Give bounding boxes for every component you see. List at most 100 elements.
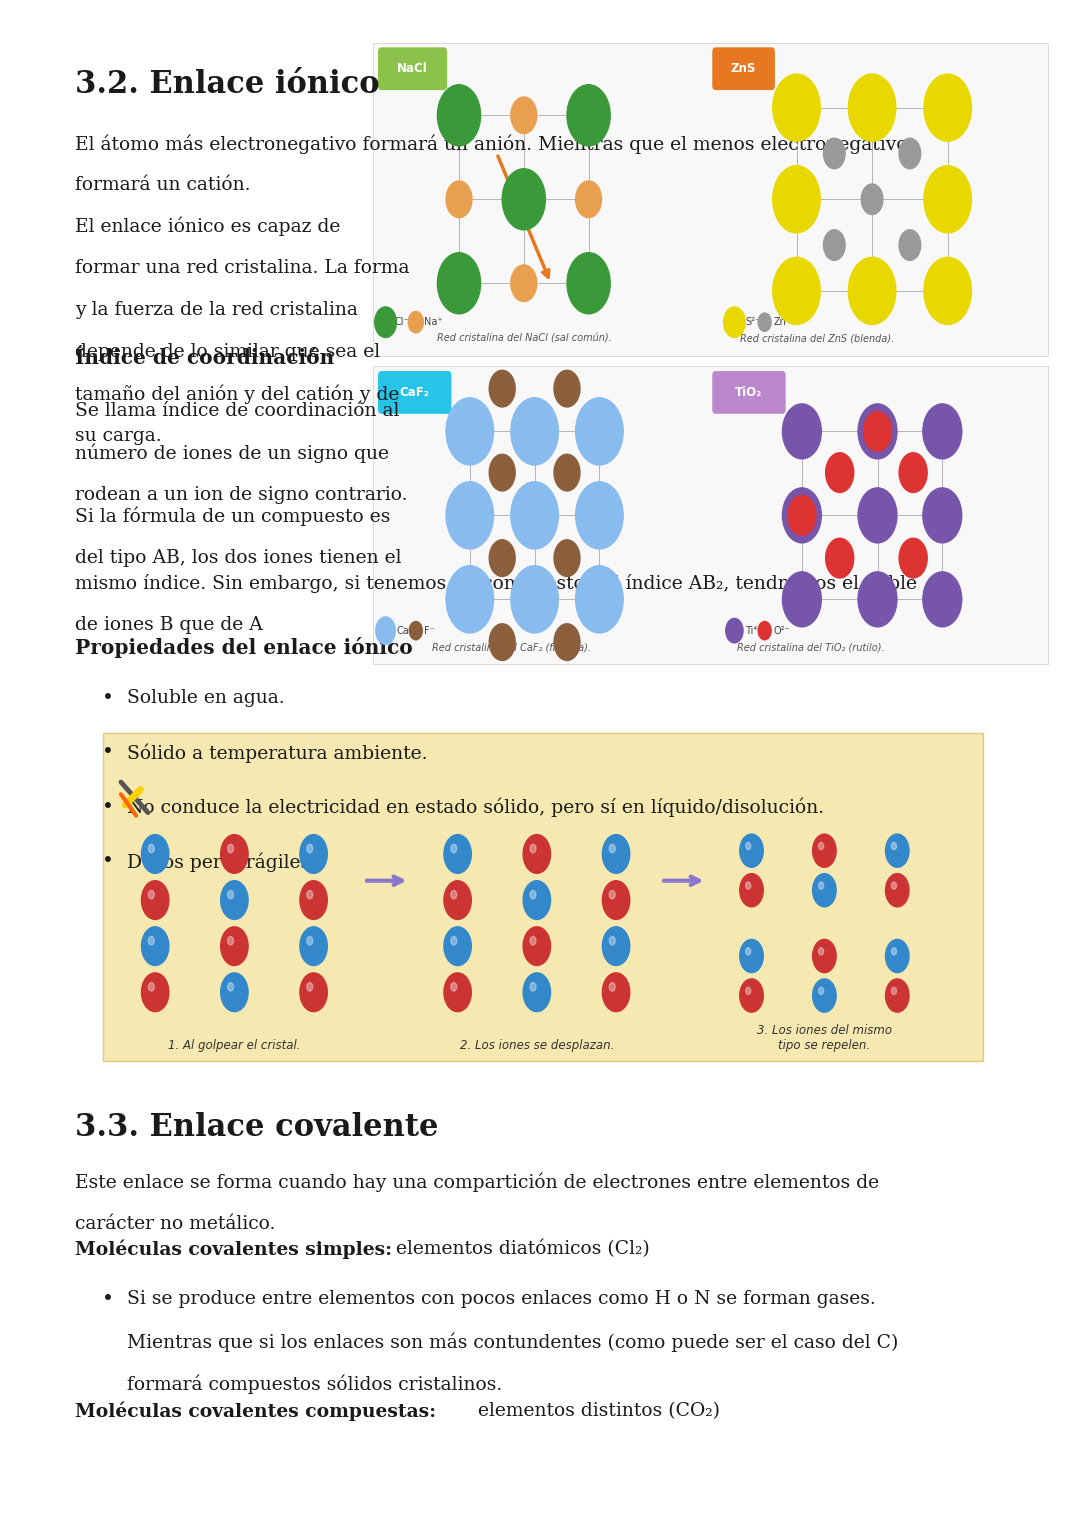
Text: del tipo AB, los dos iones tienen el: del tipo AB, los dos iones tienen el (75, 548, 402, 567)
FancyBboxPatch shape (378, 371, 451, 414)
Circle shape (886, 834, 909, 867)
Circle shape (609, 982, 616, 991)
Circle shape (450, 890, 457, 899)
Text: elementos diatómicos (Cl₂): elementos diatómicos (Cl₂) (390, 1240, 650, 1258)
Circle shape (740, 939, 764, 973)
Circle shape (307, 982, 313, 991)
Circle shape (886, 979, 909, 1012)
Circle shape (228, 844, 233, 852)
Circle shape (523, 973, 551, 1011)
Circle shape (745, 948, 751, 954)
Circle shape (858, 489, 897, 544)
Circle shape (891, 948, 896, 954)
Circle shape (603, 927, 630, 965)
Text: carácter no metálico.: carácter no metálico. (75, 1215, 275, 1232)
Circle shape (554, 455, 580, 492)
Text: Este enlace se forma cuando hay una compartición de electrones entre elementos d: Este enlace se forma cuando hay una comp… (75, 1173, 879, 1193)
Circle shape (228, 936, 233, 945)
Circle shape (148, 936, 154, 945)
Text: •: • (102, 852, 113, 872)
Circle shape (375, 307, 396, 337)
Circle shape (923, 165, 972, 232)
Circle shape (409, 621, 422, 640)
Text: Si se produce entre elementos con pocos enlaces como H o N se forman gases.: Si se produce entre elementos con pocos … (126, 1290, 876, 1309)
Circle shape (446, 565, 494, 634)
Circle shape (511, 264, 537, 302)
Circle shape (300, 835, 327, 873)
Text: rodean a un ion de signo contrario.: rodean a un ion de signo contrario. (75, 486, 407, 504)
Circle shape (530, 982, 536, 991)
Circle shape (220, 881, 248, 919)
Circle shape (609, 936, 616, 945)
Circle shape (609, 890, 616, 899)
Circle shape (228, 890, 233, 899)
Circle shape (609, 844, 616, 852)
Circle shape (603, 881, 630, 919)
Circle shape (576, 180, 602, 218)
Circle shape (899, 137, 920, 168)
Circle shape (511, 565, 558, 634)
Text: Zn²⁺: Zn²⁺ (773, 318, 795, 327)
Text: y la fuerza de la red cristalina: y la fuerza de la red cristalina (75, 301, 357, 319)
Circle shape (437, 84, 481, 145)
Text: Moléculas covalentes simples:: Moléculas covalentes simples: (75, 1240, 392, 1260)
Circle shape (220, 973, 248, 1011)
Circle shape (141, 881, 168, 919)
Circle shape (782, 489, 821, 544)
Circle shape (576, 397, 623, 464)
Circle shape (899, 539, 927, 579)
Circle shape (446, 397, 494, 464)
Circle shape (745, 883, 751, 889)
Circle shape (307, 890, 313, 899)
Circle shape (489, 455, 515, 492)
Text: de iones B que de A: de iones B que de A (75, 615, 262, 634)
Circle shape (858, 573, 897, 628)
Text: elementos distintos (CO₂): elementos distintos (CO₂) (472, 1402, 720, 1420)
Circle shape (740, 979, 764, 1012)
Text: Ti⁴⁺: Ti⁴⁺ (745, 626, 762, 635)
Text: No conduce la electricidad en estado sólido, pero sí en líquido/disolución.: No conduce la electricidad en estado sól… (126, 797, 824, 817)
Circle shape (891, 988, 896, 994)
Text: depende de lo similar que sea el: depende de lo similar que sea el (75, 342, 380, 360)
Circle shape (824, 137, 845, 168)
Text: formará un catión.: formará un catión. (75, 176, 251, 194)
Circle shape (745, 843, 751, 849)
Circle shape (307, 936, 313, 945)
Text: •: • (102, 744, 113, 762)
Circle shape (576, 565, 623, 634)
Circle shape (819, 988, 824, 994)
Text: Na⁺: Na⁺ (424, 318, 443, 327)
Circle shape (773, 165, 821, 232)
Circle shape (220, 927, 248, 965)
Circle shape (148, 890, 154, 899)
Circle shape (812, 834, 836, 867)
Circle shape (899, 229, 920, 260)
Text: mismo índice. Sin embargo, si tenemos un compuesto del índice AB₂, tendremos el : mismo índice. Sin embargo, si tenemos un… (75, 574, 917, 592)
Text: Ca²⁺: Ca²⁺ (396, 626, 418, 635)
Circle shape (899, 454, 927, 492)
Text: tamaño del anión y del catión y de: tamaño del anión y del catión y de (75, 385, 400, 405)
Text: Red cristalina del TiO₂ (rutilo).: Red cristalina del TiO₂ (rutilo). (737, 641, 885, 652)
Text: Mientras que si los enlaces son más contundentes (como puede ser el caso del C): Mientras que si los enlaces son más cont… (126, 1332, 899, 1351)
Circle shape (812, 979, 836, 1012)
Circle shape (300, 927, 327, 965)
Circle shape (444, 927, 471, 965)
Circle shape (523, 881, 551, 919)
Circle shape (523, 835, 551, 873)
Circle shape (408, 312, 423, 333)
Circle shape (724, 307, 745, 337)
Circle shape (788, 495, 816, 536)
Circle shape (489, 371, 515, 408)
Circle shape (554, 371, 580, 408)
Circle shape (886, 873, 909, 907)
Circle shape (923, 489, 962, 544)
Circle shape (824, 229, 845, 260)
Circle shape (554, 623, 580, 660)
Circle shape (923, 257, 972, 324)
Text: formará compuestos sólidos cristalinos.: formará compuestos sólidos cristalinos. (126, 1374, 502, 1394)
Text: Moléculas covalentes compuestas:: Moléculas covalentes compuestas: (75, 1402, 436, 1422)
Circle shape (782, 573, 821, 628)
Circle shape (437, 252, 481, 313)
Circle shape (450, 936, 457, 945)
Circle shape (489, 539, 515, 576)
